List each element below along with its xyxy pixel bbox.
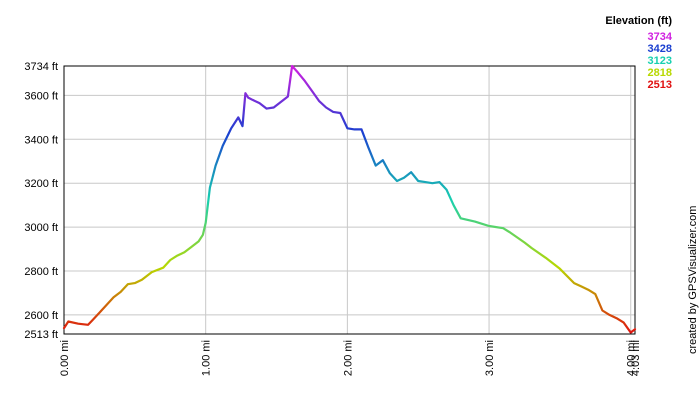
- legend-entry: 3734: [648, 31, 673, 43]
- legend-entry: 3428: [648, 43, 672, 55]
- x-tick-labels: 0.00 mi 1.00 mi 2.00 mi 3.00 mi 4.00 mi4.03 …: [59, 340, 642, 376]
- y-tick-labels: 2513 ft 2600 ft 2800 ft 3000 ft 3200 ft 3400 …: [24, 61, 58, 341]
- x-tick-label: 1.00 mi: [201, 340, 213, 376]
- y-tick-label: 2600 ft: [24, 310, 58, 322]
- x-gridlines: [205, 66, 632, 334]
- y-gridlines: [64, 94, 635, 316]
- y-tick-label: 2513 ft: [24, 329, 58, 341]
- plot-frame: [63, 65, 636, 335]
- legend-title: Elevation (ft): [605, 15, 672, 27]
- x-tick-label: 0.00 mi: [59, 340, 71, 376]
- elevation-series-line: [62, 64, 637, 334]
- y-tick-label: 2800 ft: [24, 266, 58, 278]
- y-tick-label: 3734 ft: [24, 61, 58, 73]
- legend-entry: 2513: [648, 79, 672, 91]
- x-tick-label: 4.00 mi: [626, 340, 638, 376]
- credit-text: created by GPSVisualizer.com: [687, 206, 699, 354]
- x-tick-label: 2.00 mi: [342, 340, 354, 376]
- legend-entry: 3123: [648, 55, 672, 67]
- y-tick-label: 3600 ft: [24, 90, 58, 102]
- y-tick-label: 3000 ft: [24, 222, 58, 234]
- x-tick-label: 3.00 mi: [484, 340, 496, 376]
- x-tick-label: 4.03 mi: [630, 340, 642, 376]
- y-tick-label: 3200 ft: [24, 178, 58, 190]
- legend-entry: 2818: [648, 67, 672, 79]
- y-tick-label: 3400 ft: [24, 134, 58, 146]
